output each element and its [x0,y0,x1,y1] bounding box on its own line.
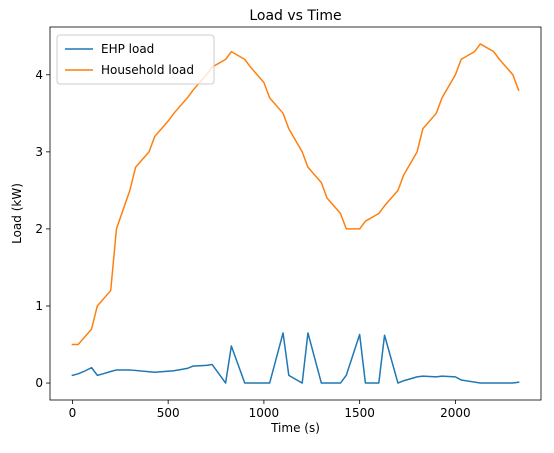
legend-box [56,34,215,85]
y-tick-label: 2 [35,222,43,236]
legend-label-0: EHP load [101,42,154,56]
axes-frame [49,26,542,401]
y-tick-label: 3 [35,145,43,159]
series-line-1 [71,43,520,346]
y-tick-label: 1 [35,299,43,313]
x-axis-ticks: 0 500 1000 1500 2000 [69,400,471,420]
plot-area [71,43,520,384]
legend-label-1: Household load [101,63,194,77]
x-tick-label: 1000 [249,406,280,420]
y-axis-ticks: 0 1 2 3 4 [35,68,50,390]
legend: EHP load Household load [56,34,215,85]
y-axis-label: Load (kW) [10,183,24,244]
y-tick-label: 4 [35,68,43,82]
y-tick-label: 0 [35,376,43,390]
x-tick-label: 2000 [440,406,471,420]
x-axis-label: Time (s) [270,421,320,435]
x-tick-label: 500 [157,406,180,420]
x-tick-label: 0 [69,406,77,420]
x-tick-label: 1500 [344,406,375,420]
series-line-0 [71,332,520,384]
chart-title: Load vs Time [249,8,341,24]
